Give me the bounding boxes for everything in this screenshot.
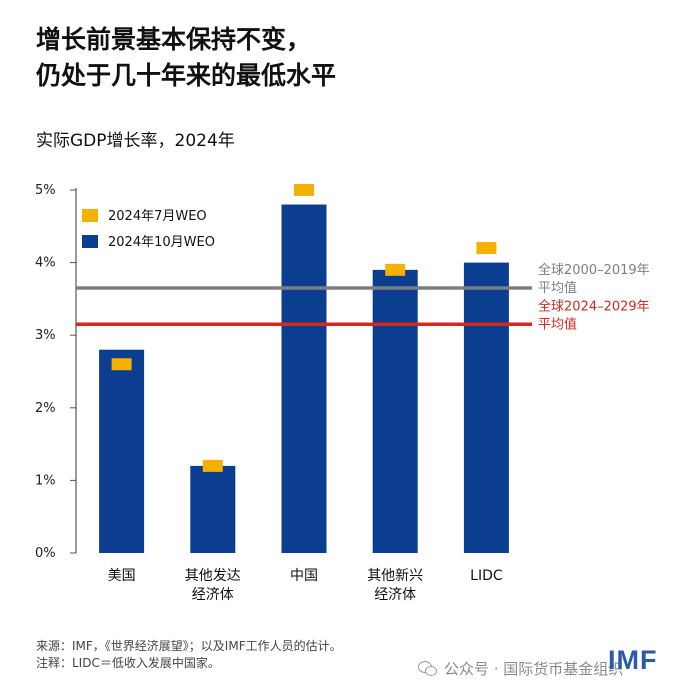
chart-title: 增长前景基本保持不变， 仍处于几十年来的最低水平: [36, 22, 656, 94]
y-tick-label: 0%: [35, 546, 56, 561]
abbreviation-note: 注释：LIDC＝低收入发展中国家。: [36, 656, 220, 670]
marker: [476, 242, 497, 255]
footer: 来源：IMF，《世界经济展望》；以及IMF工作人员的估计。 注释：LIDC＝低收…: [36, 638, 342, 672]
y-tick-label: 1%: [35, 473, 56, 488]
source-note: 来源：IMF，《世界经济展望》；以及IMF工作人员的估计。: [36, 639, 342, 653]
marker: [202, 459, 223, 472]
legend-label: 2024年10月WEO: [108, 235, 215, 250]
bar: [99, 349, 145, 553]
x-category-label: 中国: [290, 568, 318, 584]
title-line-1: 增长前景基本保持不变，: [36, 25, 312, 54]
legend-swatch: [82, 235, 98, 248]
x-category-label: 美国: [108, 568, 136, 584]
title-line-2: 仍处于几十年来的最低水平: [36, 61, 337, 90]
reference-line-label: 全球2000–2019年: [538, 262, 650, 278]
wechat-icon: [418, 660, 438, 677]
x-category-label: LIDC: [470, 568, 503, 584]
chart-subtitle: 实际GDP增长率，2024年: [36, 131, 235, 151]
x-category-label: 经济体: [192, 587, 234, 603]
wechat-watermark: 公众号 · 国际货币基金组织: [418, 658, 623, 679]
x-category-label: 其他发达: [185, 568, 241, 584]
y-tick-label: 3%: [35, 328, 56, 343]
reference-line-label: 平均值: [538, 280, 577, 296]
y-tick-label: 5%: [35, 183, 56, 198]
marker: [385, 263, 406, 276]
imf-logo: IMF: [608, 645, 658, 675]
marker: [294, 184, 314, 196]
x-category-label: 其他新兴: [367, 568, 423, 584]
reference-line-label: 全球2024–2029年: [538, 298, 650, 314]
legend-swatch: [82, 209, 98, 222]
y-tick-label: 4%: [35, 256, 56, 271]
y-tick-label: 2%: [35, 401, 56, 416]
bar: [281, 204, 327, 553]
bar-chart: 0%1%2%3%4%5%全球2000–2019年平均值全球2024–2029年平…: [35, 183, 650, 603]
legend-label: 2024年7月WEO: [108, 209, 207, 224]
bar: [463, 262, 509, 553]
bar: [190, 465, 236, 553]
marker: [111, 358, 132, 371]
x-category-label: 经济体: [374, 587, 416, 603]
bar: [372, 269, 418, 553]
reference-line-label: 平均值: [538, 316, 577, 332]
watermark-text: 公众号 · 国际货币基金组织: [444, 660, 624, 678]
